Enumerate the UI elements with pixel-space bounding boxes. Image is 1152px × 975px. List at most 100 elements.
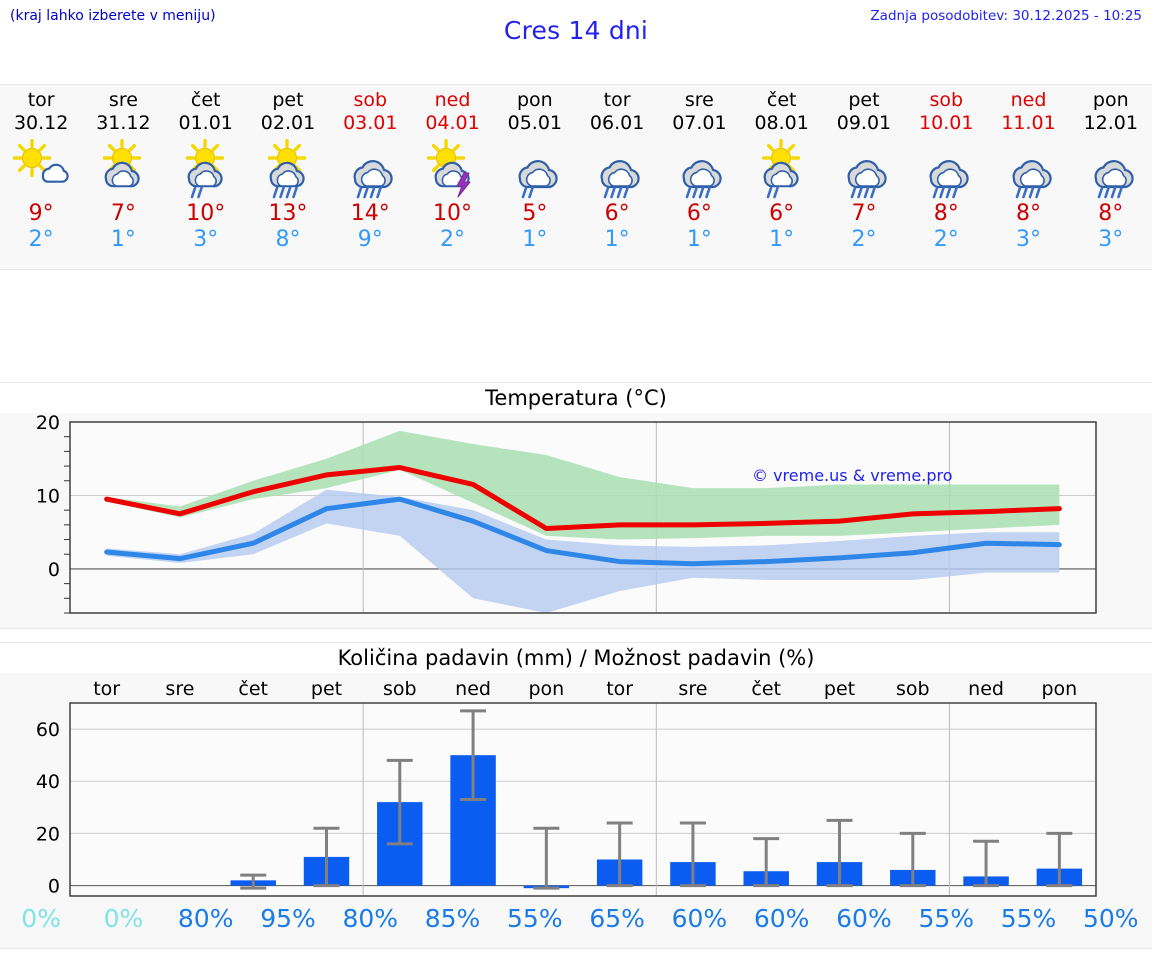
day-name: pon (1092, 89, 1129, 111)
min-temperature: 3° (193, 227, 219, 252)
day-name: sob (929, 89, 964, 111)
precipitation-probability: 50% (1083, 904, 1139, 933)
sun-cloud-thunder-icon (426, 139, 471, 198)
day-column[interactable]: pet 02.01 13° 8° (247, 85, 329, 269)
precipitation-probability: 80% (177, 904, 234, 933)
weather-icon-wrapper (329, 137, 411, 201)
day-column[interactable]: ned 04.01 10° 2° (411, 85, 493, 269)
day-column[interactable]: sob 03.01 14° 9° (329, 85, 411, 269)
day-name: ned (1010, 89, 1047, 111)
temperature-chart-title: Temperatura (°C) (0, 383, 1152, 413)
cloud-rain-icon (353, 160, 393, 199)
day-column[interactable]: tor 30.12 9° 2° (0, 85, 82, 269)
precipitation-probability-row: 0% 0% 80% 95% 80% 85% 55% 65% 60% 60% 60% 55% 55% 50% (0, 897, 1152, 941)
max-temp-range-band (106, 430, 1060, 540)
day-column[interactable]: pet 09.01 7° 2° (823, 85, 905, 269)
day-date: 31.12 (96, 112, 151, 134)
min-temperature: 1° (686, 227, 712, 252)
day-date: 03.01 (343, 112, 398, 134)
day-column[interactable]: čet 08.01 6° 1° (741, 85, 823, 269)
precip-day-label: pon (528, 678, 564, 700)
precipitation-probability: 60% (753, 904, 810, 933)
min-temperature: 1° (522, 227, 548, 252)
y-axis-tick-label: 60 (36, 719, 60, 741)
day-column[interactable]: pon 05.01 5° 1° (494, 85, 576, 269)
day-column[interactable]: sob 10.01 8° 2° (905, 85, 987, 269)
precip-day-label: tor (606, 678, 633, 700)
weather-icon-wrapper (823, 137, 905, 201)
max-temperature: 6° (769, 201, 795, 226)
sun-cloud-rain-light-icon (761, 139, 800, 199)
precip-day-label: čet (238, 678, 268, 700)
day-column[interactable]: ned 11.01 8° 3° (987, 85, 1069, 269)
y-axis-tick-label: 20 (36, 412, 60, 434)
day-name: pet (848, 89, 880, 111)
max-temperature: 6° (604, 201, 630, 226)
day-name: pet (272, 89, 304, 111)
precipitation-probability: 80% (342, 904, 399, 933)
precip-day-label: sob (896, 678, 930, 700)
min-temperature: 2° (28, 227, 54, 252)
day-date: 09.01 (836, 112, 892, 134)
precipitation-plot: tor sre čet pet sob ned pon tor sre čet pet sob ned p… (36, 678, 1097, 898)
min-temperature: 9° (357, 227, 383, 252)
max-temperature: 7° (851, 201, 877, 226)
cloud-rain-icon (682, 160, 722, 199)
day-column[interactable]: sre 31.12 7° 1° (82, 85, 164, 269)
day-name: tor (603, 89, 631, 111)
plot-frame (69, 421, 1097, 614)
precipitation-probability: 55% (918, 904, 975, 933)
day-column[interactable]: čet 01.01 10° 3° (165, 85, 247, 269)
weather-icon-wrapper (1070, 137, 1152, 201)
day-date: 05.01 (507, 112, 563, 134)
day-date: 10.01 (919, 112, 974, 134)
min-temperature: 2° (440, 227, 466, 252)
day-column[interactable]: sre 07.01 6° 1° (658, 85, 740, 269)
sun-behind-cloud-icon (103, 139, 142, 188)
weather-icon-wrapper (741, 137, 823, 201)
day-date: 12.01 (1083, 112, 1138, 134)
day-date: 08.01 (754, 112, 809, 134)
precipitation-probability: 55% (507, 904, 563, 933)
cloud-rain-icon (847, 160, 887, 199)
min-temp-range-band (106, 489, 1060, 613)
y-axis-tick-label: 0 (48, 559, 60, 581)
day-column[interactable]: tor 06.01 6° 1° (576, 85, 658, 269)
weather-icon-wrapper (0, 137, 82, 201)
day-date: 30.12 (13, 112, 69, 134)
precipitation-probability: 60% (671, 904, 728, 933)
min-temperature: 1° (604, 227, 630, 252)
day-date: 07.01 (672, 112, 727, 134)
precip-day-label: sre (165, 678, 194, 700)
copyright-text: © vreme.us & vreme.pro (752, 466, 953, 485)
cloud-rain-icon (929, 160, 969, 199)
precipitation-probability: 0% (103, 904, 144, 933)
y-axis-tick-label: 0 (48, 876, 60, 898)
y-axis-tick-label: 10 (36, 485, 60, 507)
cloud-rain-icon (1012, 160, 1052, 199)
weather-icon-wrapper (82, 137, 164, 201)
sun-cloud-rain-light-icon (185, 139, 224, 199)
weather-icon-wrapper (494, 137, 576, 201)
max-temperature: 6° (686, 201, 712, 226)
weather-icon-wrapper (576, 137, 658, 201)
precipitation-chart-title: Količina padavin (mm) / Možnost padavin … (0, 643, 1152, 673)
precip-day-label: ned (455, 678, 491, 700)
plot-frame (69, 702, 1097, 897)
day-name: pon (516, 89, 553, 111)
weather-icon-wrapper (658, 137, 740, 201)
precip-day-label: tor (93, 678, 120, 700)
max-temperature: 13° (268, 201, 308, 226)
precip-day-label: pet (311, 678, 342, 700)
sun-cloud-rain-icon (267, 139, 307, 199)
precip-day-label: čet (751, 678, 781, 700)
max-temperature: 5° (522, 201, 548, 226)
last-update-text: Zadnja posodobitev: 30.12.2025 - 10:25 (870, 8, 1142, 24)
min-temperature: 3° (1098, 227, 1124, 252)
day-date: 06.01 (589, 112, 645, 134)
page-header: (kraj lahko izberete v meniju) Cres 14 d… (0, 0, 1152, 52)
temperature-chart: Temperatura (°C) 0 10 20 (0, 382, 1152, 629)
min-temperature: 8° (275, 227, 301, 252)
day-column[interactable]: pon 12.01 8° 3° (1070, 85, 1152, 269)
precip-day-label: pet (824, 678, 855, 700)
